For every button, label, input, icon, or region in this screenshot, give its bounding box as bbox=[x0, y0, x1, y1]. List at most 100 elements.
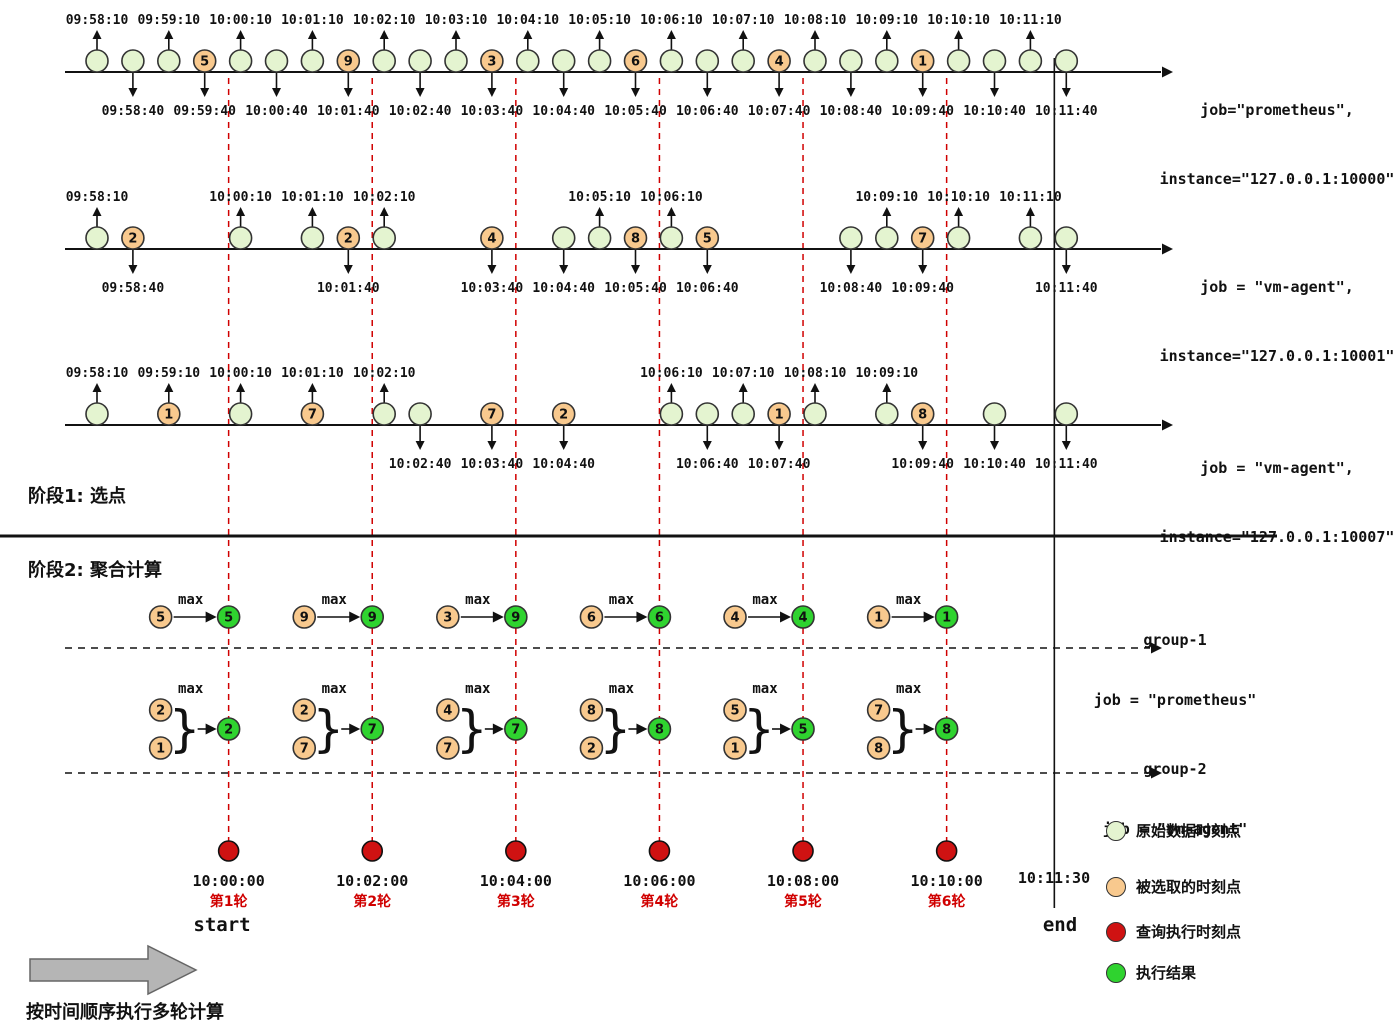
time-tick-label: 10:10:10 bbox=[927, 190, 990, 205]
arrowhead bbox=[738, 383, 748, 392]
max-label: max bbox=[609, 592, 635, 608]
round-number-label: 第2轮 bbox=[353, 893, 391, 910]
selected-point-circle bbox=[336, 226, 361, 250]
arrowhead bbox=[1061, 441, 1071, 450]
raw-point-circle bbox=[1018, 49, 1043, 73]
point-value: 5 bbox=[731, 704, 740, 719]
raw-point-circle bbox=[1054, 402, 1079, 426]
phase2-label: 阶段2: 聚合计算 bbox=[28, 560, 162, 581]
arrowhead bbox=[1025, 30, 1035, 39]
raw-point-circle bbox=[839, 226, 863, 250]
arrowhead bbox=[923, 611, 935, 623]
arrowhead bbox=[343, 265, 353, 274]
time-tick-label: 10:10:40 bbox=[963, 104, 1026, 119]
agg-result-circle bbox=[216, 717, 241, 741]
arrowhead bbox=[343, 88, 353, 97]
series3-instance: instance="127.0.0.1:10007" bbox=[1159, 528, 1395, 546]
raw-point-circle bbox=[874, 226, 899, 250]
point-value: 8 bbox=[655, 723, 664, 738]
agg-input-circle bbox=[723, 605, 747, 629]
raw-point-circle bbox=[695, 402, 720, 426]
arrowhead bbox=[882, 30, 892, 39]
time-tick-label: 10:07:10 bbox=[712, 366, 775, 381]
arrowhead bbox=[774, 441, 784, 450]
query-point-swatch bbox=[1106, 921, 1126, 942]
time-tick-label: 10:06:10 bbox=[640, 13, 703, 28]
raw-point-circle bbox=[1054, 49, 1079, 73]
time-tick-label: 10:01:10 bbox=[281, 366, 344, 381]
raw-point-circle bbox=[372, 402, 397, 426]
point-value: 6 bbox=[655, 611, 664, 626]
arrowhead bbox=[451, 30, 461, 39]
point-value: 7 bbox=[300, 742, 309, 757]
raw-point-circle bbox=[408, 49, 432, 73]
time-tick-label: 10:03:40 bbox=[461, 281, 524, 296]
round-number-label: 第4轮 bbox=[641, 893, 679, 910]
arrowhead bbox=[205, 611, 217, 623]
time-tick-label: 10:10:10 bbox=[927, 13, 990, 28]
time-tick-label: 10:01:40 bbox=[317, 104, 380, 119]
point-value: 2 bbox=[587, 742, 596, 757]
arrowhead bbox=[1151, 642, 1162, 654]
agg-input-circle bbox=[292, 698, 317, 722]
raw-point-circle bbox=[157, 49, 181, 73]
arrowhead bbox=[954, 207, 964, 216]
raw-point-circle bbox=[731, 49, 756, 73]
time-tick-label: 09:58:40 bbox=[102, 104, 165, 119]
result-point-swatch bbox=[1106, 962, 1126, 983]
point-value: 2 bbox=[559, 408, 568, 423]
time-tick-label: 10:05:40 bbox=[604, 104, 667, 119]
group2-name: group-2 bbox=[1143, 760, 1207, 778]
arrowhead bbox=[1061, 88, 1071, 97]
selected-point-circle bbox=[623, 49, 648, 73]
agg-input-circle bbox=[292, 736, 317, 760]
arrowhead bbox=[307, 207, 317, 216]
agg-input-circle bbox=[723, 736, 747, 760]
arrowhead bbox=[559, 88, 569, 97]
agg-input-circle bbox=[148, 698, 173, 722]
raw-point-circle bbox=[408, 402, 432, 426]
time-tick-label: 10:10:40 bbox=[963, 457, 1026, 472]
group1-name: group-1 bbox=[1143, 631, 1207, 649]
arrowhead bbox=[236, 383, 246, 392]
arrowhead bbox=[990, 88, 999, 97]
time-tick-label: 10:11:40 bbox=[1035, 104, 1098, 119]
raw-point-circle bbox=[803, 402, 827, 426]
raw-point-circle bbox=[1054, 226, 1079, 250]
end-time-label: 10:11:30 bbox=[1017, 869, 1091, 887]
round-number-label: 第1轮 bbox=[210, 893, 248, 910]
point-value: 5 bbox=[703, 232, 712, 247]
time-tick-label: 10:04:40 bbox=[532, 104, 595, 119]
group2-label: group-2 job = "vm-agent" bbox=[1050, 719, 1300, 879]
arrowhead bbox=[128, 265, 138, 274]
max-label: max bbox=[609, 681, 635, 697]
raw-point-circle bbox=[228, 226, 253, 250]
agg-input-circle bbox=[148, 736, 173, 760]
phase1-label: 阶段1: 选点 bbox=[28, 486, 126, 507]
arrowhead bbox=[236, 207, 246, 216]
raw-point-circle bbox=[515, 49, 540, 73]
selected-point-circle bbox=[121, 226, 145, 250]
agg-input-circle bbox=[866, 698, 891, 722]
arrowhead bbox=[415, 441, 425, 450]
time-tick-label: 10:08:10 bbox=[784, 366, 847, 381]
legend-label-result: 执行结果 bbox=[1136, 964, 1197, 982]
brace: } bbox=[312, 700, 344, 758]
raw-point-circle bbox=[587, 49, 612, 73]
arrowhead bbox=[487, 265, 497, 274]
agg-input-circle bbox=[723, 698, 747, 722]
round-time-label: 10:10:00 bbox=[911, 872, 983, 890]
time-tick-label: 10:06:10 bbox=[640, 366, 703, 381]
point-value: 3 bbox=[487, 55, 496, 70]
time-tick-label: 10:09:40 bbox=[891, 281, 954, 296]
arrowhead bbox=[559, 265, 569, 274]
agg-input-circle bbox=[148, 605, 173, 629]
arrowhead bbox=[307, 383, 317, 392]
query-time-circle bbox=[505, 840, 527, 862]
group1-label: group-1 job = "prometheus" bbox=[1050, 590, 1300, 750]
end-label: end bbox=[1042, 914, 1078, 936]
raw-point-circle bbox=[946, 49, 971, 73]
arrowhead bbox=[307, 30, 317, 39]
raw-point-circle bbox=[695, 49, 720, 73]
